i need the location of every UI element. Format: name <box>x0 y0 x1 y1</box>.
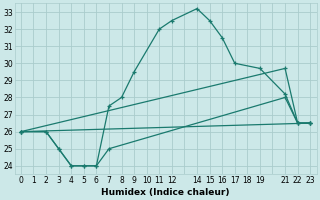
X-axis label: Humidex (Indice chaleur): Humidex (Indice chaleur) <box>101 188 230 197</box>
